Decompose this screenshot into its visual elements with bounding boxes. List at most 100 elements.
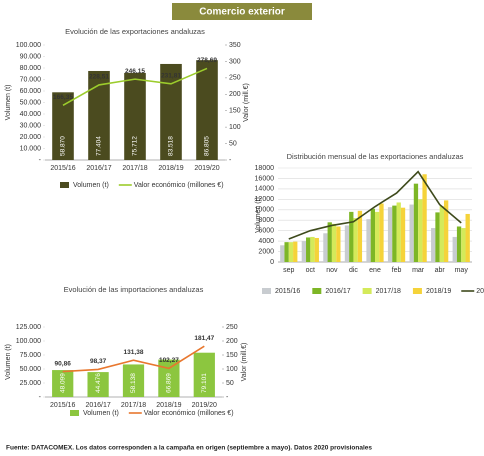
bar-value-label: 83.518 — [168, 136, 175, 156]
y-tick-label: 30.000 — [20, 122, 42, 129]
bar — [439, 206, 444, 262]
y-tick-label: 25.000 — [20, 380, 42, 387]
bar — [379, 203, 384, 262]
bar — [400, 207, 406, 262]
line-series — [288, 170, 462, 240]
line-value-label: 278,69 — [197, 57, 217, 64]
y2-tick-label: 200 — [226, 338, 238, 345]
line-value-label: 246,15 — [125, 68, 145, 75]
bar — [387, 207, 393, 262]
legend-label: Valor económico (millones €) — [134, 182, 224, 189]
line-series — [62, 345, 205, 373]
bar — [284, 242, 289, 262]
chart-title: Distribución mensual de las exportacione… — [287, 152, 464, 161]
bar — [366, 219, 371, 262]
line-value-label: 131,38 — [124, 349, 144, 356]
bar — [160, 63, 182, 160]
legend-swatch — [262, 288, 271, 294]
bar — [301, 241, 307, 262]
x-tick-label: 2019/20 — [194, 165, 219, 172]
legend-swatch — [412, 288, 422, 294]
x-tick-label: nov — [326, 267, 338, 274]
y-tick-label: 100.000 — [16, 42, 41, 49]
y2-tick-label: 50 — [229, 140, 237, 147]
footer-source: Fuente: DATACOMEX. Los datos corresponde… — [6, 445, 372, 452]
bar — [409, 204, 414, 262]
bar — [465, 213, 470, 262]
bar — [314, 237, 319, 262]
bar — [310, 236, 315, 262]
bar — [353, 218, 358, 262]
x-tick-label: mar — [412, 267, 425, 274]
legend-label: 2019/20 — [476, 288, 484, 295]
x-tick-label: oct — [306, 267, 315, 274]
y-tick-label: 8000 — [258, 217, 274, 224]
legend-swatch — [362, 288, 372, 294]
bar — [193, 352, 215, 397]
chart-title: Evolución de las importaciones andaluzas — [64, 285, 204, 294]
y-tick-label: 80.000 — [20, 65, 42, 72]
y2-axis-label: Valor (mill.€) — [241, 343, 248, 382]
y-tick-label: 100.000 — [16, 338, 41, 345]
line-value-label: 228,51 — [89, 74, 109, 81]
x-tick-label: 2019/20 — [192, 402, 217, 409]
line-value-label: 90,86 — [55, 360, 72, 367]
y2-tick-label: 100 — [229, 124, 241, 131]
y-tick-label: 40.000 — [20, 111, 42, 118]
y-tick-label: 16000 — [255, 175, 275, 182]
y-tick-label: 70.000 — [20, 76, 42, 83]
y-tick-label: 20.000 — [20, 134, 42, 141]
bar-value-label: 75.712 — [132, 136, 139, 156]
bar — [396, 202, 401, 262]
bar — [443, 200, 449, 262]
y-tick-label: 125.000 — [16, 324, 41, 331]
bar-value-label: 58.138 — [130, 373, 137, 393]
y2-tick-label: - — [229, 157, 232, 164]
bar — [87, 372, 109, 397]
bar-value-label: 79.101 — [201, 373, 208, 393]
x-tick-label: 2017/18 — [121, 402, 146, 409]
bar — [124, 72, 146, 160]
y2-tick-label: - — [226, 394, 229, 401]
bar — [196, 60, 218, 160]
bar — [418, 199, 423, 262]
y2-tick-label: 200 — [229, 91, 241, 98]
bar — [392, 205, 397, 262]
bar — [293, 241, 298, 262]
bar — [88, 70, 110, 160]
bar — [357, 210, 363, 262]
y-tick-label: 14000 — [255, 186, 275, 193]
bar — [431, 228, 436, 262]
y-tick-label: 50.000 — [20, 366, 42, 373]
y-tick-label: 12000 — [255, 196, 275, 203]
y-tick-label: 75.000 — [20, 352, 42, 359]
x-tick-label: ene — [369, 267, 381, 274]
y-tick-label: 18000 — [255, 165, 275, 172]
y-tick-label: 6000 — [258, 228, 274, 235]
y-tick-label: - — [39, 394, 42, 401]
y2-tick-label: 300 — [229, 58, 241, 65]
y2-tick-label: 250 — [226, 324, 238, 331]
x-tick-label: dic — [349, 267, 358, 274]
header-banner — [172, 3, 312, 20]
bar — [375, 211, 380, 262]
bar — [461, 228, 466, 262]
bar — [288, 242, 294, 262]
bar — [456, 226, 462, 262]
bar — [331, 223, 337, 262]
bar — [323, 233, 328, 262]
bar-value-label: 48.099 — [59, 373, 66, 393]
x-tick-label: feb — [392, 267, 402, 274]
bar-value-label: 58.870 — [60, 136, 67, 156]
legend-label: 2016/17 — [325, 288, 350, 295]
legend-label: Volumen (t) — [83, 410, 119, 417]
header-title: Comercio exterior — [199, 7, 285, 18]
y-tick-label: 10.000 — [20, 145, 42, 152]
legend-label: 2018/19 — [426, 288, 451, 295]
x-tick-label: 2015/16 — [50, 402, 75, 409]
bar — [344, 225, 350, 262]
bar — [336, 226, 341, 262]
line-value-label: 181,47 — [194, 335, 214, 342]
line-value-label: 98,37 — [90, 358, 107, 365]
x-tick-label: 2016/17 — [85, 402, 110, 409]
